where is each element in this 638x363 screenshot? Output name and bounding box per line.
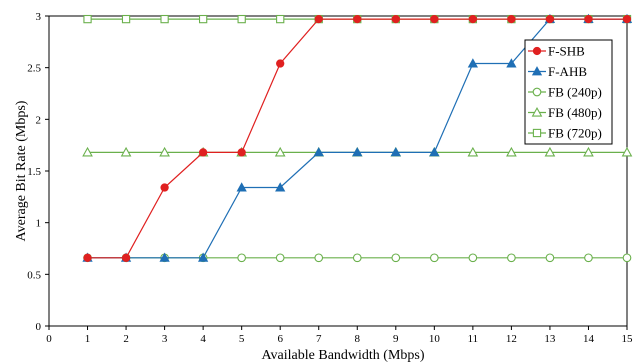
data-point-f-shb — [353, 14, 362, 24]
data-point-f-ahb — [197, 252, 209, 262]
data-point-f-shb — [198, 148, 208, 157]
data-point-f-shb — [622, 14, 632, 24]
x-tick-label: 2 — [123, 333, 129, 345]
data-point-fb-720p — [83, 14, 92, 24]
data-point-fb-720p — [121, 14, 131, 24]
y-axis-title-group: Average Bit Rate (Mbps) — [14, 100, 29, 241]
x-tick-label: 12 — [506, 333, 517, 345]
data-point-f-shb — [391, 14, 400, 24]
legend-item-fb-240p: FB (240p) — [528, 85, 602, 100]
x-tick-label: 4 — [200, 333, 206, 345]
y-tick-label: 3 — [36, 11, 42, 23]
y-tick-label: 2.5 — [27, 63, 41, 75]
x-tick-label: 11 — [468, 333, 479, 345]
legend-label: F-AHB — [548, 64, 587, 79]
data-point-f-shb — [584, 14, 593, 24]
data-point-fb-240p — [622, 253, 632, 263]
data-point-f-ahb — [467, 58, 479, 68]
legend-label: FB (240p) — [548, 85, 602, 100]
data-point-f-ahb — [352, 147, 363, 157]
data-point-fb-240p — [352, 253, 362, 263]
data-point-f-shb — [430, 14, 439, 24]
data-point-fb-240p — [275, 253, 285, 263]
data-point-fb-240p — [429, 253, 439, 263]
legend-item-fb-480p: FB (480p) — [528, 105, 602, 120]
data-point-fb-720p — [276, 14, 285, 24]
data-point-f-ahb — [429, 147, 440, 157]
legend-item-f-shb: F-SHB — [528, 44, 585, 59]
x-tick-label: 13 — [544, 333, 556, 345]
data-point-fb-480p — [82, 146, 93, 157]
data-point-f-shb — [121, 253, 131, 262]
y-tick-label: 0 — [36, 321, 42, 333]
data-point-f-shb — [314, 14, 323, 24]
data-point-fb-240p — [237, 253, 247, 263]
data-point-f-ahb — [390, 147, 401, 157]
data-point-fb-240p — [584, 253, 593, 263]
data-point-fb-480p — [467, 146, 479, 157]
legend-label: FB (720p) — [548, 126, 602, 141]
data-point-fb-480p — [120, 146, 132, 157]
data-point-fb-480p — [506, 146, 517, 157]
legend-marker — [532, 87, 542, 97]
x-tick-label: 10 — [429, 333, 441, 345]
legend-item-f-ahb: F-AHB — [528, 64, 587, 79]
legend-marker — [532, 46, 542, 56]
data-point-fb-240p — [468, 253, 478, 263]
data-point-fb-480p — [159, 146, 170, 157]
series-f-shb — [83, 14, 632, 262]
legend-item-fb-720p: FB (720p) — [528, 126, 602, 141]
data-point-fb-720p — [198, 14, 208, 24]
y-axis-title: Average Bit Rate (Mbps) — [14, 100, 29, 241]
data-point-f-ahb — [236, 182, 247, 192]
data-point-fb-480p — [274, 146, 286, 157]
x-axis-title: Available Bandwidth (Mbps) — [261, 348, 424, 363]
data-point-fb-480p — [544, 146, 556, 157]
y-tick-label: 1 — [36, 218, 42, 230]
data-point-fb-720p — [237, 14, 246, 24]
x-tick-label: 3 — [162, 333, 168, 345]
data-point-f-shb — [160, 183, 169, 192]
data-point-fb-240p — [507, 253, 516, 263]
legend-marker — [531, 66, 543, 76]
data-point-f-shb — [507, 14, 516, 24]
x-tick-label: 0 — [46, 333, 52, 345]
data-point-f-ahb — [159, 252, 170, 262]
x-tick-label: 8 — [355, 333, 361, 345]
y-tick-label: 1.5 — [27, 166, 41, 178]
x-tick-label: 15 — [622, 333, 634, 345]
x-tick-label: 1 — [85, 333, 91, 345]
data-point-fb-480p — [583, 146, 594, 157]
data-point-fb-240p — [391, 253, 401, 263]
legend: F-SHB F-AHB FB (240p) FB (480p) FB (720p) — [524, 39, 613, 145]
legend-marker — [532, 128, 542, 138]
x-tick-label: 6 — [277, 333, 283, 345]
x-axis-title-group: Available Bandwidth (Mbps) — [261, 348, 424, 363]
data-point-f-shb — [237, 148, 246, 157]
y-tick-label: 0.5 — [27, 269, 41, 281]
data-point-f-shb — [545, 14, 555, 24]
x-tick-label: 9 — [393, 333, 399, 345]
data-point-fb-480p — [621, 146, 633, 157]
x-tick-label: 14 — [583, 333, 595, 345]
legend-label: F-SHB — [548, 44, 585, 59]
data-point-fb-240p — [545, 253, 555, 263]
data-point-f-ahb — [506, 58, 517, 68]
data-point-fb-720p — [160, 14, 169, 24]
data-point-fb-240p — [314, 253, 324, 263]
legend-label: FB (480p) — [548, 105, 602, 120]
data-point-f-shb — [468, 14, 478, 24]
data-point-f-shb — [276, 59, 285, 68]
x-tick-label: 5 — [239, 333, 245, 345]
data-point-f-ahb — [313, 147, 324, 157]
x-tick-label: 7 — [316, 333, 322, 345]
data-point-f-shb — [83, 253, 92, 262]
legend-marker — [531, 106, 543, 117]
data-point-f-ahb — [275, 182, 286, 192]
y-tick-label: 2 — [36, 114, 42, 126]
